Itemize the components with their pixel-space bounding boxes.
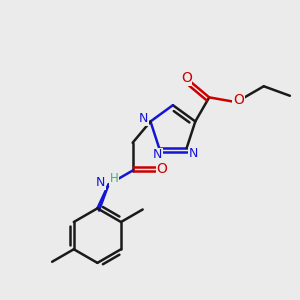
Text: N: N — [153, 148, 162, 161]
Text: O: O — [157, 162, 168, 176]
Text: N: N — [139, 112, 148, 125]
Text: O: O — [233, 93, 244, 107]
Text: N: N — [96, 176, 105, 189]
Text: N: N — [189, 147, 198, 160]
Text: H: H — [110, 172, 119, 185]
Text: O: O — [181, 71, 192, 85]
